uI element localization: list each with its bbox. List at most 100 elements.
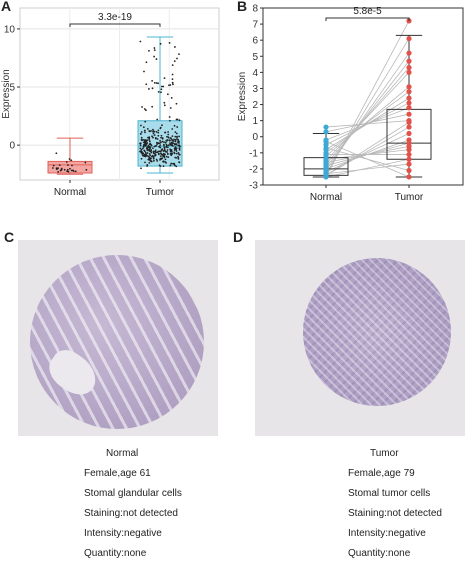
p-value-label: 5.8e-5 (353, 6, 382, 17)
data-point (176, 137, 178, 139)
data-point (147, 146, 149, 149)
data-point (140, 124, 142, 127)
data-point (167, 131, 170, 133)
caption-line: Female,age 79 (348, 468, 415, 479)
data-point (159, 158, 161, 161)
data-point (175, 152, 178, 155)
data-point (168, 42, 171, 44)
data-point (163, 101, 166, 104)
data-point (163, 141, 165, 144)
tissue-image-normal (18, 240, 218, 436)
data-point (161, 124, 163, 127)
data-point (156, 138, 159, 140)
data-point-tumor (406, 119, 412, 125)
data-point (160, 91, 162, 94)
data-point-tumor (406, 95, 412, 101)
data-point (166, 149, 169, 151)
data-point (57, 170, 60, 173)
data-point (171, 73, 174, 76)
panel-label-d: D (233, 229, 244, 245)
data-point-normal (323, 145, 329, 151)
data-point-tumor (406, 89, 412, 95)
data-point (174, 131, 177, 134)
data-point (176, 57, 178, 60)
data-point (157, 153, 160, 156)
data-point-tumor (406, 151, 412, 158)
tissue-image-tumor (255, 240, 465, 436)
data-point (178, 119, 181, 122)
data-point (150, 151, 153, 154)
data-point (153, 81, 156, 84)
data-point (139, 133, 142, 135)
panel-label-a: A (1, 0, 12, 14)
pair-line (325, 163, 410, 175)
data-point (153, 134, 156, 137)
data-point (144, 109, 147, 112)
data-point (156, 160, 159, 162)
data-point (140, 138, 143, 141)
data-point-tumor (406, 50, 412, 56)
data-point (162, 152, 165, 155)
data-point (151, 87, 154, 90)
data-point (171, 152, 173, 155)
data-point (167, 133, 170, 136)
data-point (159, 150, 162, 153)
data-point (60, 168, 63, 171)
data-point (178, 53, 180, 56)
data-point (170, 149, 173, 151)
data-point (160, 134, 163, 137)
pair-line (325, 72, 410, 162)
data-point (160, 88, 163, 91)
y-tick-label: 4 (252, 68, 258, 79)
data-point (159, 144, 162, 147)
data-point (168, 116, 171, 118)
y-axis-label: Expression (1, 69, 12, 118)
data-point (140, 148, 143, 151)
data-point (152, 150, 155, 153)
caption-line: Quantity:none (348, 548, 411, 559)
data-point (68, 158, 71, 160)
data-point (71, 164, 73, 167)
data-point (148, 138, 151, 141)
data-point (150, 157, 152, 160)
data-point (149, 142, 152, 145)
y-tick-label: 0 (9, 141, 15, 152)
data-point (151, 79, 154, 82)
data-point (144, 141, 147, 144)
data-point (139, 40, 142, 43)
data-point (166, 144, 168, 147)
data-point (165, 139, 168, 142)
data-point (170, 162, 173, 165)
data-point (154, 154, 157, 156)
data-point (164, 131, 166, 134)
data-point (167, 136, 170, 139)
significance-bracket (325, 17, 410, 21)
data-point (139, 142, 142, 145)
pair-line (325, 121, 410, 176)
data-point (168, 139, 171, 142)
data-point (170, 150, 173, 153)
data-point (153, 49, 156, 52)
data-point (173, 149, 176, 151)
caption-line: Stomal glandular cells (84, 488, 182, 499)
data-point (174, 140, 177, 143)
data-point (144, 152, 147, 154)
data-point (156, 143, 159, 146)
data-point (165, 155, 168, 158)
y-tick-label: -3 (249, 181, 258, 192)
data-point (163, 146, 166, 149)
data-point (150, 144, 153, 147)
y-tick-label: 8 (252, 4, 258, 15)
y-tick-label: 10 (4, 24, 16, 35)
data-point (163, 156, 166, 159)
data-point (164, 141, 167, 144)
data-point (163, 149, 166, 152)
data-point (173, 46, 176, 48)
data-point (173, 124, 176, 127)
boxplot-chart-a: 0 5 10 Expression Normal Tumor 3.3e-19 (1, 7, 220, 198)
data-point (156, 141, 158, 144)
data-point (147, 158, 150, 161)
data-point (148, 140, 151, 143)
data-point-tumor (406, 35, 412, 42)
y-tick-label: 3 (252, 84, 258, 95)
